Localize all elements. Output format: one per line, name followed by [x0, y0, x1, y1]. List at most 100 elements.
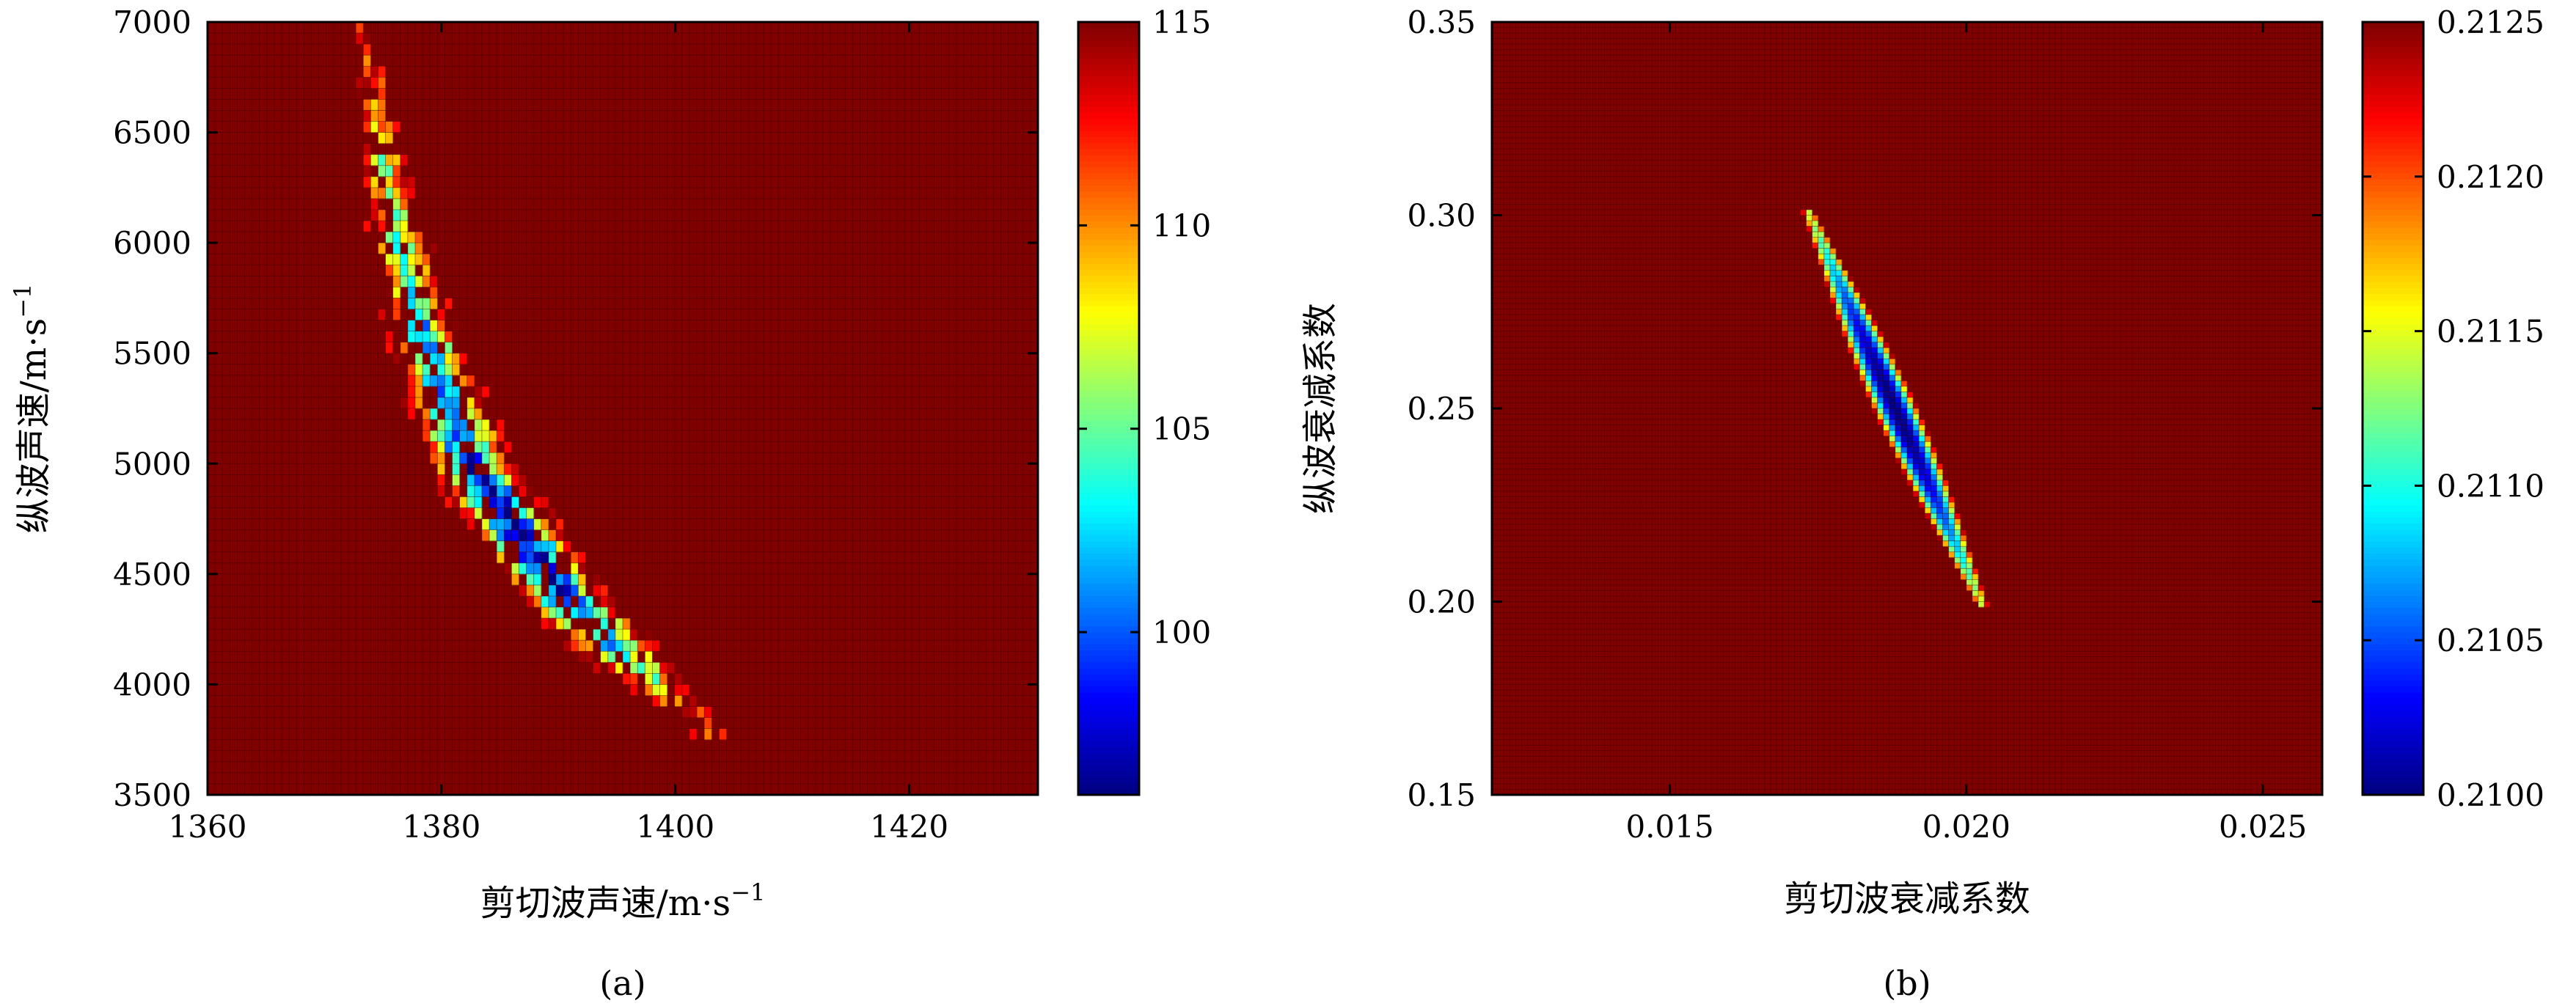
- heatmap-cell: [533, 518, 542, 531]
- heatmap-cell: [563, 584, 571, 597]
- colorbar-segment: [1078, 166, 1139, 174]
- heatmap-cell: [400, 209, 409, 221]
- colorbar-segment: [2363, 263, 2423, 271]
- colorbar-segment: [2363, 469, 2423, 476]
- panel-caption-a: (a): [599, 963, 645, 1003]
- heatmap-cell: [430, 320, 438, 331]
- heatmap-cell: [1948, 502, 1955, 508]
- heatmap-cell: [1895, 425, 1902, 431]
- heatmap-cell: [1895, 447, 1902, 453]
- heatmap-cell: [1919, 496, 1925, 503]
- heatmap-cell: [400, 187, 409, 199]
- heatmap-cell: [645, 662, 653, 674]
- heatmap-cell: [1829, 287, 1837, 293]
- colorbar-segment: [1078, 752, 1139, 760]
- colorbar-segment: [1078, 771, 1139, 777]
- heatmap-cell: [497, 463, 505, 475]
- heatmap-cell: [1829, 270, 1837, 276]
- heatmap-cell: [444, 430, 453, 442]
- heatmap-cell: [1907, 403, 1914, 409]
- heatmap-cell: [407, 397, 416, 409]
- colorbar-segment: [1078, 287, 1139, 295]
- heatmap-cell: [1913, 403, 1920, 409]
- heatmap-cell: [1919, 463, 1925, 470]
- heatmap-cell: [452, 353, 461, 365]
- colorbar-segment: [2363, 493, 2423, 500]
- heatmap-cell: [437, 419, 445, 431]
- colorbar-segment: [2363, 426, 2423, 433]
- heatmap-cell: [1871, 392, 1878, 398]
- colorbar-segment: [1078, 221, 1139, 228]
- heatmap-cell: [630, 640, 638, 652]
- heatmap-cell: [1859, 303, 1866, 309]
- heatmap-cell: [1919, 458, 1925, 464]
- heatmap-cell: [541, 496, 549, 508]
- heatmap-cell: [1936, 496, 1943, 503]
- heatmap-cell: [1900, 458, 1908, 464]
- colorbar-segment: [2363, 45, 2423, 53]
- heatmap-cell: [607, 607, 616, 619]
- heatmap-cell: [1889, 425, 1896, 431]
- heatmap-cell: [1806, 209, 1813, 216]
- colorbar-segment: [1078, 776, 1139, 784]
- heatmap-cell: [511, 529, 519, 542]
- heatmap-cell: [593, 629, 601, 641]
- colorbar-tick-label: 0.2100: [2437, 777, 2544, 813]
- colorbar-segment: [2363, 535, 2423, 542]
- colorbar-segment: [2363, 661, 2423, 669]
- heatmap-cell: [1871, 403, 1878, 409]
- heatmap-cell: [1865, 370, 1872, 376]
- heatmap-cell: [1848, 320, 1854, 326]
- heatmap-cell: [1895, 430, 1902, 437]
- colorbar-tick-label: 110: [1152, 208, 1211, 243]
- heatmap-cell: [1877, 414, 1884, 420]
- colorbar-segment: [1078, 336, 1139, 343]
- heatmap-cell: [1818, 254, 1825, 260]
- heatmap-cell: [1913, 469, 1920, 475]
- heatmap-cell: [1936, 502, 1943, 508]
- heatmap-cell: [1900, 392, 1908, 398]
- colorbar-segment: [2363, 64, 2423, 71]
- heatmap-cell: [571, 607, 579, 619]
- heatmap-cell: [674, 695, 683, 707]
- heatmap-cell: [378, 221, 386, 232]
- heatmap-cell: [1842, 276, 1848, 282]
- heatmap-cell: [1919, 502, 1925, 508]
- heatmap-cell: [370, 77, 378, 89]
- heatmap-cell: [378, 66, 386, 78]
- heatmap-cell: [481, 386, 490, 398]
- colorbar-segment: [1078, 215, 1139, 222]
- colorbar-segment: [2363, 432, 2423, 439]
- colorbar-segment: [2363, 312, 2423, 319]
- panel-b: 0.015 0.020 0.025 0.15 0.20 0.25 0.30 0.35 剪切波…: [1300, 4, 2544, 1003]
- heatmap-cell: [1978, 584, 1985, 591]
- colorbar-segment: [2363, 118, 2423, 125]
- colorbar-segment: [2363, 172, 2423, 180]
- heatmap-cell: [437, 430, 445, 442]
- heatmap-cell: [615, 629, 623, 641]
- heatmap-cell: [1931, 496, 1937, 503]
- heatmap-cell: [370, 209, 378, 221]
- heatmap-cell: [1854, 287, 1860, 293]
- heatmap-cell: [674, 673, 683, 685]
- heatmap-cell: [623, 629, 631, 641]
- heatmap-cell: [600, 651, 609, 663]
- heatmap-cell: [363, 66, 371, 78]
- heatmap-cell: [1954, 535, 1961, 542]
- heatmap-cell: [415, 309, 423, 320]
- colorbar-segment: [2363, 590, 2423, 596]
- heatmap-cell: [645, 651, 653, 663]
- colorbar-segment: [1078, 565, 1139, 572]
- heatmap-cell: [1806, 215, 1813, 221]
- colorbar-segment: [2363, 553, 2423, 560]
- heatmap-cell: [504, 474, 512, 486]
- heatmap-cell: [1913, 463, 1920, 470]
- heatmap-cell: [1865, 315, 1872, 320]
- x-ticks-b: 0.015 0.020 0.025: [1625, 22, 2307, 845]
- heatmap-cell: [444, 408, 453, 420]
- colorbar-segment: [2363, 595, 2423, 603]
- heatmap-cell: [1942, 524, 1949, 531]
- heatmap-cell: [481, 518, 490, 531]
- heatmap-cell: [430, 276, 438, 287]
- colorbar-segment: [1078, 275, 1139, 282]
